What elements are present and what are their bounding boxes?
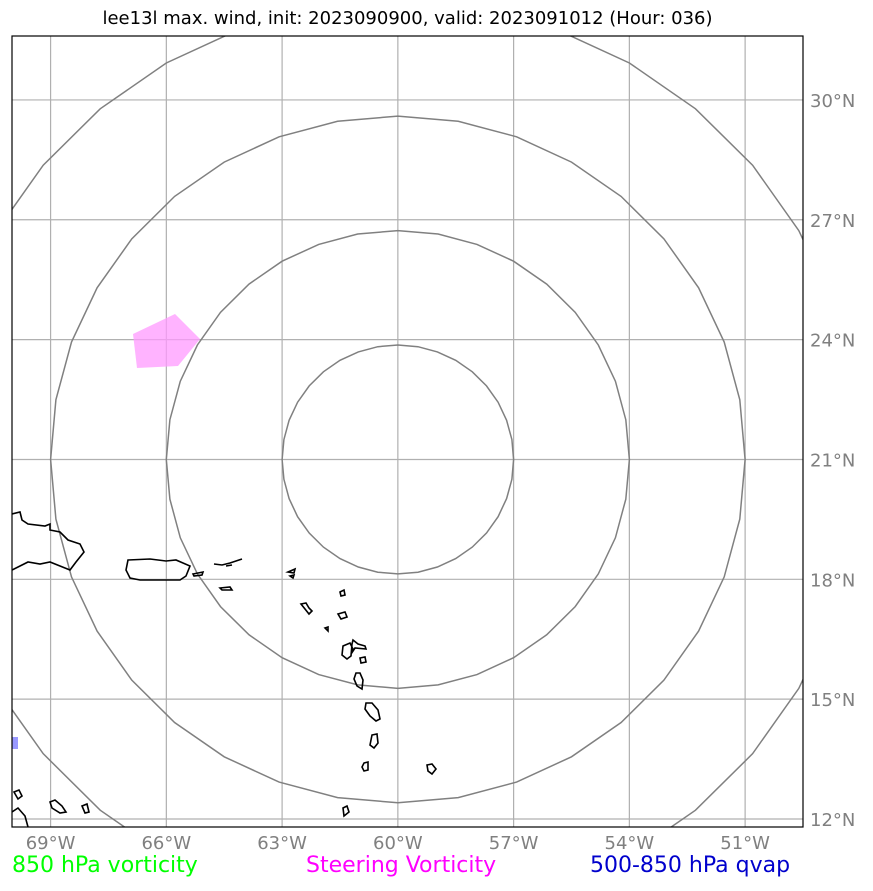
- dominica-coast: [353, 672, 364, 691]
- aruba-coast: [12, 788, 24, 801]
- longitude-tick-label: 54°W: [605, 833, 655, 854]
- longitude-tick-label: 66°W: [141, 833, 191, 854]
- puerto-rico-coast: [125, 558, 192, 581]
- latitude-tick-label: 12°N: [810, 810, 855, 831]
- legend-850-vorticity: 850 hPa vorticity: [12, 853, 198, 878]
- antigua-coast: [339, 588, 346, 597]
- legend-qvap: 500-850 hPa qvap: [590, 853, 791, 878]
- qvap-patch: [12, 737, 18, 749]
- montserrat-coast: [336, 611, 349, 620]
- latitude-tick-label: 30°N: [810, 91, 855, 112]
- latitude-tick-label: 27°N: [810, 211, 855, 232]
- longitude-labels: 69°W 66°W 63°W 60°W 57°W 54°W 51°W: [26, 833, 770, 854]
- curacao-coast: [49, 799, 68, 814]
- latitude-tick-label: 21°N: [810, 450, 855, 471]
- latitude-tick-label: 24°N: [810, 331, 855, 352]
- longitude-tick-label: 63°W: [257, 833, 307, 854]
- marie-galante-coast: [359, 656, 367, 664]
- virgin-islands-coast: [213, 558, 243, 567]
- steering-vorticity-patch: [133, 314, 200, 368]
- bonaire-coast: [80, 802, 90, 814]
- longitude-tick-label: 57°W: [489, 833, 539, 854]
- graticule: [12, 36, 803, 827]
- coastline: [12, 511, 438, 827]
- latitude-tick-label: 15°N: [810, 690, 855, 711]
- st-vincent-coast: [361, 760, 369, 772]
- latitude-labels: 30°N 27°N 24°N 21°N 18°N 15°N 12°N: [810, 91, 855, 831]
- trinidad-coast: [12, 806, 29, 827]
- plot-frame: [11, 35, 804, 828]
- guadeloupe-coast: [341, 638, 368, 661]
- hispaniola-coast: [12, 511, 85, 571]
- st-croix-coast: [218, 586, 234, 591]
- latitude-tick-label: 18°N: [810, 570, 855, 591]
- range-ring: [281, 344, 515, 575]
- legend-steering-vorticity: Steering Vorticity: [306, 853, 497, 878]
- range-ring: [165, 229, 631, 690]
- st-lucia-coast: [369, 733, 379, 750]
- barbados-coast: [426, 763, 438, 776]
- redonda-coast: [323, 625, 329, 633]
- martinique-coast: [364, 702, 381, 722]
- longitude-tick-label: 51°W: [720, 833, 770, 854]
- vieques-coast: [191, 570, 205, 577]
- grenada-coast: [342, 804, 350, 818]
- longitude-tick-label: 69°W: [26, 833, 76, 854]
- map-title: lee13l max. wind, init: 2023090900, vali…: [102, 8, 713, 29]
- st-kitts-coast: [299, 602, 314, 616]
- anguilla-coast: [285, 567, 297, 580]
- range-ring: [49, 115, 746, 804]
- longitude-tick-label: 60°W: [373, 833, 423, 854]
